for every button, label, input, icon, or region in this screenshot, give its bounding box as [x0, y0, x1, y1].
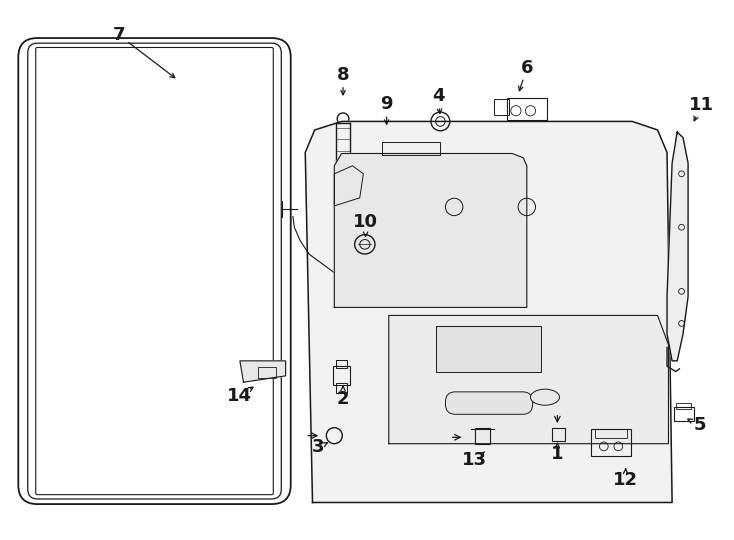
Bar [436, 326, 542, 372]
Bar [335, 383, 347, 393]
Text: 5: 5 [694, 416, 706, 434]
Bar [591, 429, 631, 456]
Text: 2: 2 [337, 390, 349, 408]
Polygon shape [667, 132, 688, 361]
Text: 4: 4 [432, 87, 445, 105]
Bar [475, 428, 490, 444]
Text: 6: 6 [520, 59, 533, 77]
Bar [595, 429, 627, 438]
Text: 10: 10 [353, 213, 378, 231]
Text: 12: 12 [613, 470, 638, 489]
Bar [551, 428, 564, 441]
Text: 7: 7 [112, 26, 125, 44]
Polygon shape [305, 122, 672, 503]
Bar [382, 141, 440, 155]
Bar [507, 98, 547, 120]
Text: 8: 8 [337, 66, 349, 84]
Text: 14: 14 [228, 387, 252, 404]
Text: 1: 1 [551, 446, 564, 463]
Bar [677, 402, 691, 409]
Bar [333, 366, 350, 385]
Bar [335, 360, 347, 368]
Polygon shape [389, 315, 669, 444]
Polygon shape [334, 153, 527, 307]
FancyBboxPatch shape [446, 392, 533, 414]
Polygon shape [240, 361, 286, 382]
Bar [258, 367, 276, 378]
Text: 13: 13 [462, 451, 487, 469]
Ellipse shape [531, 389, 559, 405]
Text: 9: 9 [380, 96, 393, 113]
Bar [494, 99, 509, 115]
Text: 11: 11 [688, 97, 713, 114]
Bar [674, 407, 694, 421]
Bar [381, 154, 393, 170]
Bar [378, 139, 396, 155]
Text: 3: 3 [312, 438, 324, 456]
